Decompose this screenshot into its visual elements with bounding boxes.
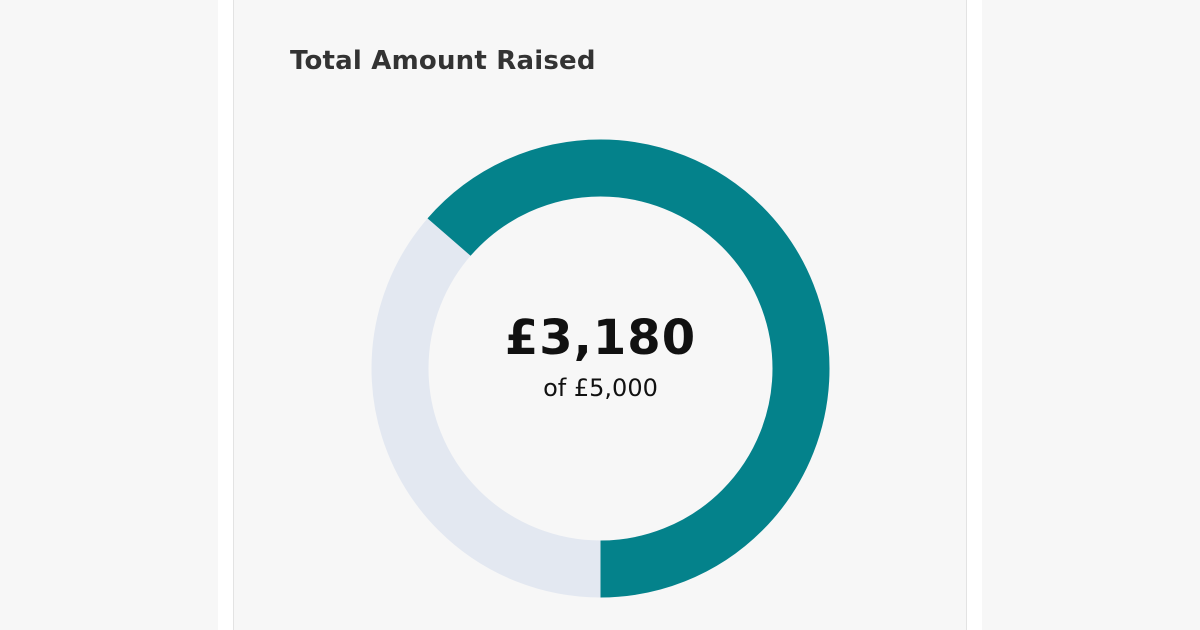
fundraising-card — [233, 0, 967, 630]
progress-donut-svg — [371, 139, 830, 598]
card-title: Total Amount Raised — [290, 46, 596, 76]
progress-donut — [371, 139, 830, 598]
raised-ring — [371, 139, 830, 598]
